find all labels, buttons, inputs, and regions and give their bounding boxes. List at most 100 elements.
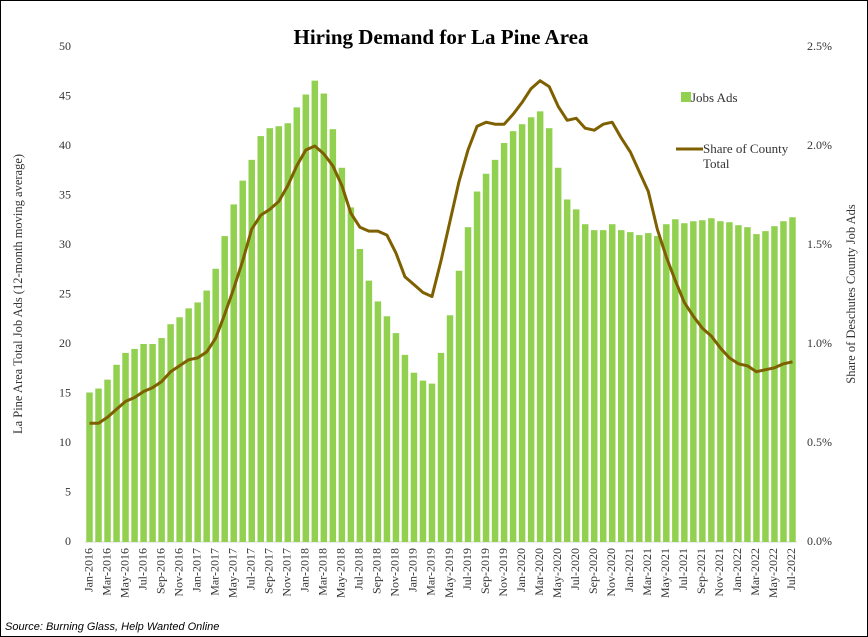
bar bbox=[771, 226, 778, 542]
x-tick-label: Mar-2020 bbox=[532, 548, 546, 596]
x-tick-label: Mar-2017 bbox=[207, 548, 221, 596]
bar bbox=[518, 124, 526, 542]
x-tick-label: Sep-2019 bbox=[478, 548, 492, 594]
bar bbox=[131, 348, 138, 542]
bar bbox=[230, 204, 237, 542]
bar bbox=[104, 379, 111, 542]
bar bbox=[645, 233, 652, 542]
bar bbox=[618, 230, 625, 542]
bar bbox=[654, 236, 661, 542]
source-note: Source: Burning Glass, Help Wanted Onlin… bbox=[5, 621, 219, 633]
bar bbox=[113, 364, 120, 542]
x-tick-label: Jan-2017 bbox=[189, 548, 203, 592]
x-tick-label: Sep-2021 bbox=[694, 548, 708, 594]
x-tick-label: Sep-2018 bbox=[370, 548, 384, 594]
x-tick-label: Sep-2016 bbox=[153, 548, 167, 594]
y-tick-label: 30 bbox=[59, 237, 71, 251]
x-tick-label: Sep-2017 bbox=[262, 548, 276, 594]
bar bbox=[690, 221, 697, 543]
bar bbox=[356, 248, 364, 542]
bar bbox=[158, 338, 165, 542]
bar bbox=[293, 107, 301, 542]
y-tick-label: 5 bbox=[65, 484, 71, 498]
legend-entry: Share of County Total bbox=[703, 141, 789, 171]
bar bbox=[257, 136, 264, 542]
bar bbox=[762, 231, 769, 542]
bar bbox=[545, 128, 553, 542]
bar bbox=[275, 126, 283, 542]
bar bbox=[627, 232, 634, 542]
bar bbox=[446, 315, 454, 542]
x-tick-label: Jul-2020 bbox=[568, 548, 582, 590]
bar bbox=[266, 128, 274, 542]
bar bbox=[221, 236, 228, 542]
bar bbox=[410, 372, 418, 542]
bar bbox=[176, 317, 183, 542]
bar bbox=[681, 223, 688, 542]
bar bbox=[437, 352, 445, 542]
y2-tick-label: 2.5% bbox=[807, 39, 832, 53]
bar bbox=[726, 222, 733, 543]
x-tick-label: Mar-2019 bbox=[424, 548, 438, 596]
bar bbox=[780, 221, 787, 543]
y-tick-label: 20 bbox=[59, 336, 71, 350]
bar bbox=[699, 220, 706, 542]
x-tick-label: May-2018 bbox=[334, 548, 348, 598]
bar bbox=[347, 207, 355, 542]
x-tick-label: Mar-2021 bbox=[640, 548, 654, 596]
x-tick-label: May-2020 bbox=[550, 548, 564, 598]
x-tick-label: Jan-2016 bbox=[81, 548, 95, 592]
x-tick-label: Jan-2021 bbox=[622, 548, 636, 592]
bar bbox=[311, 80, 319, 542]
bar bbox=[383, 316, 391, 542]
bar bbox=[419, 380, 427, 542]
x-tick-label: May-2016 bbox=[117, 548, 131, 598]
bar bbox=[563, 199, 571, 542]
bar bbox=[365, 280, 373, 542]
x-tick-label: Mar-2016 bbox=[99, 548, 113, 596]
bar bbox=[789, 217, 796, 542]
bar bbox=[509, 131, 517, 542]
bar bbox=[464, 227, 472, 542]
x-tick-label: Nov-2017 bbox=[280, 548, 294, 597]
bar bbox=[338, 167, 346, 542]
bar bbox=[590, 230, 598, 542]
y2-tick-label: 0.5% bbox=[807, 435, 832, 449]
bar bbox=[527, 117, 535, 542]
x-tick-label: Mar-2018 bbox=[316, 548, 330, 596]
bar bbox=[455, 270, 463, 542]
bar bbox=[608, 224, 616, 542]
bar bbox=[140, 344, 147, 542]
bar bbox=[735, 225, 742, 542]
y-axis-label: La Pine Area Total Job Ads (12-month mov… bbox=[11, 154, 25, 434]
bar bbox=[473, 191, 481, 543]
x-tick-label: May-2019 bbox=[442, 548, 456, 598]
y-tick-label: 0 bbox=[65, 534, 71, 548]
x-tick-label: Jan-2022 bbox=[730, 548, 744, 592]
bar bbox=[428, 383, 436, 542]
x-tick-label: Jul-2022 bbox=[784, 548, 798, 590]
bar bbox=[708, 218, 715, 542]
x-tick-label: Jan-2020 bbox=[514, 548, 528, 592]
x-tick-label: May-2022 bbox=[766, 548, 780, 598]
x-tick-label: Jan-2018 bbox=[298, 548, 312, 592]
x-tick-label: Jul-2017 bbox=[243, 548, 257, 590]
y-tick-label: 15 bbox=[59, 385, 71, 399]
x-tick-label: May-2017 bbox=[225, 548, 239, 598]
bar bbox=[482, 173, 490, 542]
bar bbox=[320, 93, 328, 542]
bar bbox=[554, 167, 562, 542]
x-tick-label: Jul-2019 bbox=[460, 548, 474, 590]
y-tick-label: 10 bbox=[59, 435, 71, 449]
y-tick-label: 40 bbox=[59, 138, 71, 152]
x-tick-label: Jul-2016 bbox=[135, 548, 149, 590]
y2-axis-label: Share of Deschutes County Job Ads bbox=[844, 204, 858, 384]
y-tick-label: 25 bbox=[59, 286, 71, 300]
line bbox=[89, 79, 793, 425]
legend-entry: Jobs Ads bbox=[691, 90, 738, 105]
bar bbox=[86, 392, 93, 542]
x-tick-label: Mar-2022 bbox=[748, 548, 762, 596]
bar bbox=[581, 224, 589, 542]
